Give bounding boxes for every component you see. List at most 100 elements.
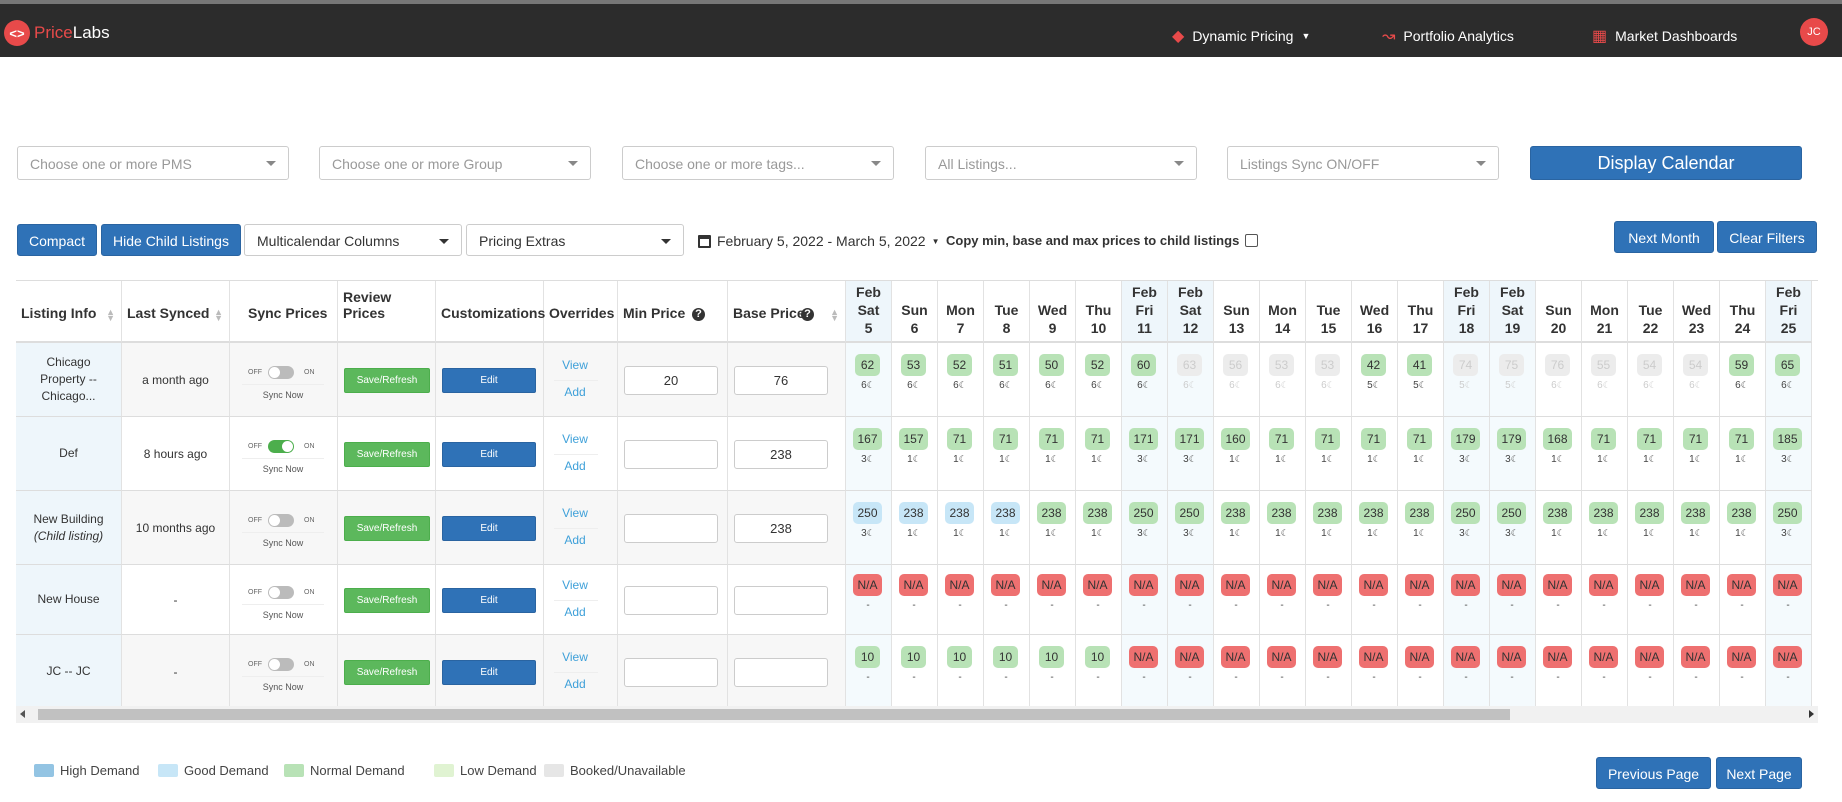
price-badge[interactable]: 41 (1407, 354, 1432, 376)
scroll-right-icon[interactable] (1809, 710, 1814, 718)
price-badge[interactable]: 238 (899, 502, 928, 524)
daily-price-cell[interactable]: 238 1☾ (1720, 491, 1766, 565)
display-calendar-button[interactable]: Display Calendar (1530, 146, 1802, 180)
price-badge[interactable]: 71 (1407, 428, 1432, 450)
sync-toggle[interactable] (268, 658, 294, 671)
price-badge[interactable]: 71 (1637, 428, 1662, 450)
price-badge[interactable]: 10 (947, 646, 972, 668)
daily-price-cell[interactable]: N/A - (1674, 565, 1720, 635)
add-override-link[interactable]: Add (564, 459, 586, 473)
price-badge[interactable]: 10 (1085, 646, 1110, 668)
price-badge[interactable]: 238 (1221, 502, 1250, 524)
price-badge[interactable]: N/A (1497, 646, 1526, 668)
price-badge[interactable]: N/A (1313, 574, 1342, 596)
compact-button[interactable]: Compact (17, 224, 97, 256)
daily-price-cell[interactable]: 50 6☾ (1030, 343, 1076, 417)
price-badge[interactable]: N/A (1267, 574, 1296, 596)
price-badge[interactable]: N/A (1221, 646, 1250, 668)
price-badge[interactable]: N/A (1175, 646, 1204, 668)
daily-price-cell[interactable]: 63 6☾ (1168, 343, 1214, 417)
view-override-link[interactable]: View (562, 578, 588, 592)
base-price-input[interactable]: 76 (734, 366, 828, 395)
header-overrides[interactable]: Overrides (544, 281, 618, 343)
price-badge[interactable]: N/A (1129, 574, 1158, 596)
price-badge[interactable]: N/A (1773, 574, 1802, 596)
price-badge[interactable]: 71 (1085, 428, 1110, 450)
daily-price-cell[interactable]: 41 5☾ (1398, 343, 1444, 417)
listing-info-cell[interactable]: New House (16, 565, 122, 635)
daily-price-cell[interactable]: N/A - (1260, 635, 1306, 709)
daily-price-cell[interactable]: 185 3☾ (1766, 417, 1812, 491)
price-badge[interactable]: 54 (1683, 354, 1708, 376)
price-badge[interactable]: 250 (1129, 502, 1158, 524)
add-override-link[interactable]: Add (564, 385, 586, 399)
daily-price-cell[interactable]: N/A - (1444, 635, 1490, 709)
daily-price-cell[interactable]: 171 3☾ (1168, 417, 1214, 491)
listing-name[interactable]: New House (37, 592, 100, 606)
previous-page-button[interactable]: Previous Page (1596, 757, 1711, 789)
price-badge[interactable]: 238 (1313, 502, 1342, 524)
date-range-picker[interactable]: February 5, 2022 - March 5, 2022 ▼ (698, 233, 939, 249)
daily-price-cell[interactable]: N/A - (1628, 635, 1674, 709)
listings-select[interactable]: All Listings... (925, 146, 1197, 180)
daily-price-cell[interactable]: 250 3☾ (1766, 491, 1812, 565)
price-badge[interactable]: 71 (1361, 428, 1386, 450)
price-badge[interactable]: N/A (1405, 574, 1434, 596)
base-price-input[interactable]: 238 (734, 514, 828, 543)
daily-price-cell[interactable]: 179 3☾ (1490, 417, 1536, 491)
daily-price-cell[interactable]: N/A - (1306, 565, 1352, 635)
sync-now-link[interactable]: Sync Now (242, 384, 324, 400)
price-badge[interactable]: 238 (1359, 502, 1388, 524)
min-price-input[interactable] (624, 586, 718, 615)
price-badge[interactable]: 59 (1729, 354, 1754, 376)
daily-price-cell[interactable]: 171 3☾ (1122, 417, 1168, 491)
price-badge[interactable]: N/A (1451, 574, 1480, 596)
listing-info-cell[interactable]: New Building (Child listing) (16, 491, 122, 565)
daily-price-cell[interactable]: 65 6☾ (1766, 343, 1812, 417)
listing-info-cell[interactable]: Chicago Property -- Chicago... (16, 343, 122, 417)
price-badge[interactable]: N/A (1175, 574, 1204, 596)
daily-price-cell[interactable]: N/A - (1306, 635, 1352, 709)
base-price-input[interactable]: 238 (734, 440, 828, 469)
listing-name[interactable]: Property -- (40, 372, 97, 386)
header-min-price[interactable]: Min Price? (618, 281, 728, 343)
price-badge[interactable]: N/A (1681, 574, 1710, 596)
daily-price-cell[interactable]: N/A - (1720, 635, 1766, 709)
hide-child-listings-button[interactable]: Hide Child Listings (101, 224, 241, 256)
horizontal-scrollbar[interactable] (16, 706, 1818, 723)
add-override-link[interactable]: Add (564, 533, 586, 547)
price-badge[interactable]: 71 (1269, 428, 1294, 450)
price-badge[interactable]: 10 (993, 646, 1018, 668)
header-last-synced[interactable]: Last Synced ▲ ▼ (122, 281, 230, 343)
base-price-input[interactable] (734, 658, 828, 687)
min-price-input[interactable] (624, 514, 718, 543)
price-badge[interactable]: 71 (1683, 428, 1708, 450)
daily-price-cell[interactable]: N/A - (1214, 565, 1260, 635)
daily-price-cell[interactable]: 238 1☾ (1260, 491, 1306, 565)
price-badge[interactable]: 62 (855, 354, 880, 376)
price-badge[interactable]: 53 (1315, 354, 1340, 376)
daily-price-cell[interactable]: 250 3☾ (1168, 491, 1214, 565)
price-badge[interactable]: N/A (1635, 646, 1664, 668)
save-refresh-button[interactable]: Save/Refresh (344, 368, 430, 393)
daily-price-cell[interactable]: 71 1☾ (1674, 417, 1720, 491)
daily-price-cell[interactable]: N/A - (1214, 635, 1260, 709)
price-badge[interactable]: N/A (853, 574, 882, 596)
price-badge[interactable]: 238 (1267, 502, 1296, 524)
price-badge[interactable]: 160 (1221, 428, 1250, 450)
price-badge[interactable]: 238 (945, 502, 974, 524)
daily-price-cell[interactable]: N/A - (1168, 565, 1214, 635)
daily-price-cell[interactable]: 238 1☾ (892, 491, 938, 565)
price-badge[interactable]: 63 (1177, 354, 1202, 376)
price-badge[interactable]: N/A (1313, 646, 1342, 668)
daily-price-cell[interactable]: N/A - (1030, 565, 1076, 635)
daily-price-cell[interactable]: N/A - (1260, 565, 1306, 635)
daily-price-cell[interactable]: N/A - (1122, 565, 1168, 635)
daily-price-cell[interactable]: 42 5☾ (1352, 343, 1398, 417)
listing-info-cell[interactable]: JC -- JC (16, 635, 122, 709)
price-badge[interactable]: N/A (1359, 646, 1388, 668)
daily-price-cell[interactable]: 71 1☾ (938, 417, 984, 491)
daily-price-cell[interactable]: N/A - (892, 565, 938, 635)
daily-price-cell[interactable]: 52 6☾ (1076, 343, 1122, 417)
save-refresh-button[interactable]: Save/Refresh (344, 442, 430, 467)
